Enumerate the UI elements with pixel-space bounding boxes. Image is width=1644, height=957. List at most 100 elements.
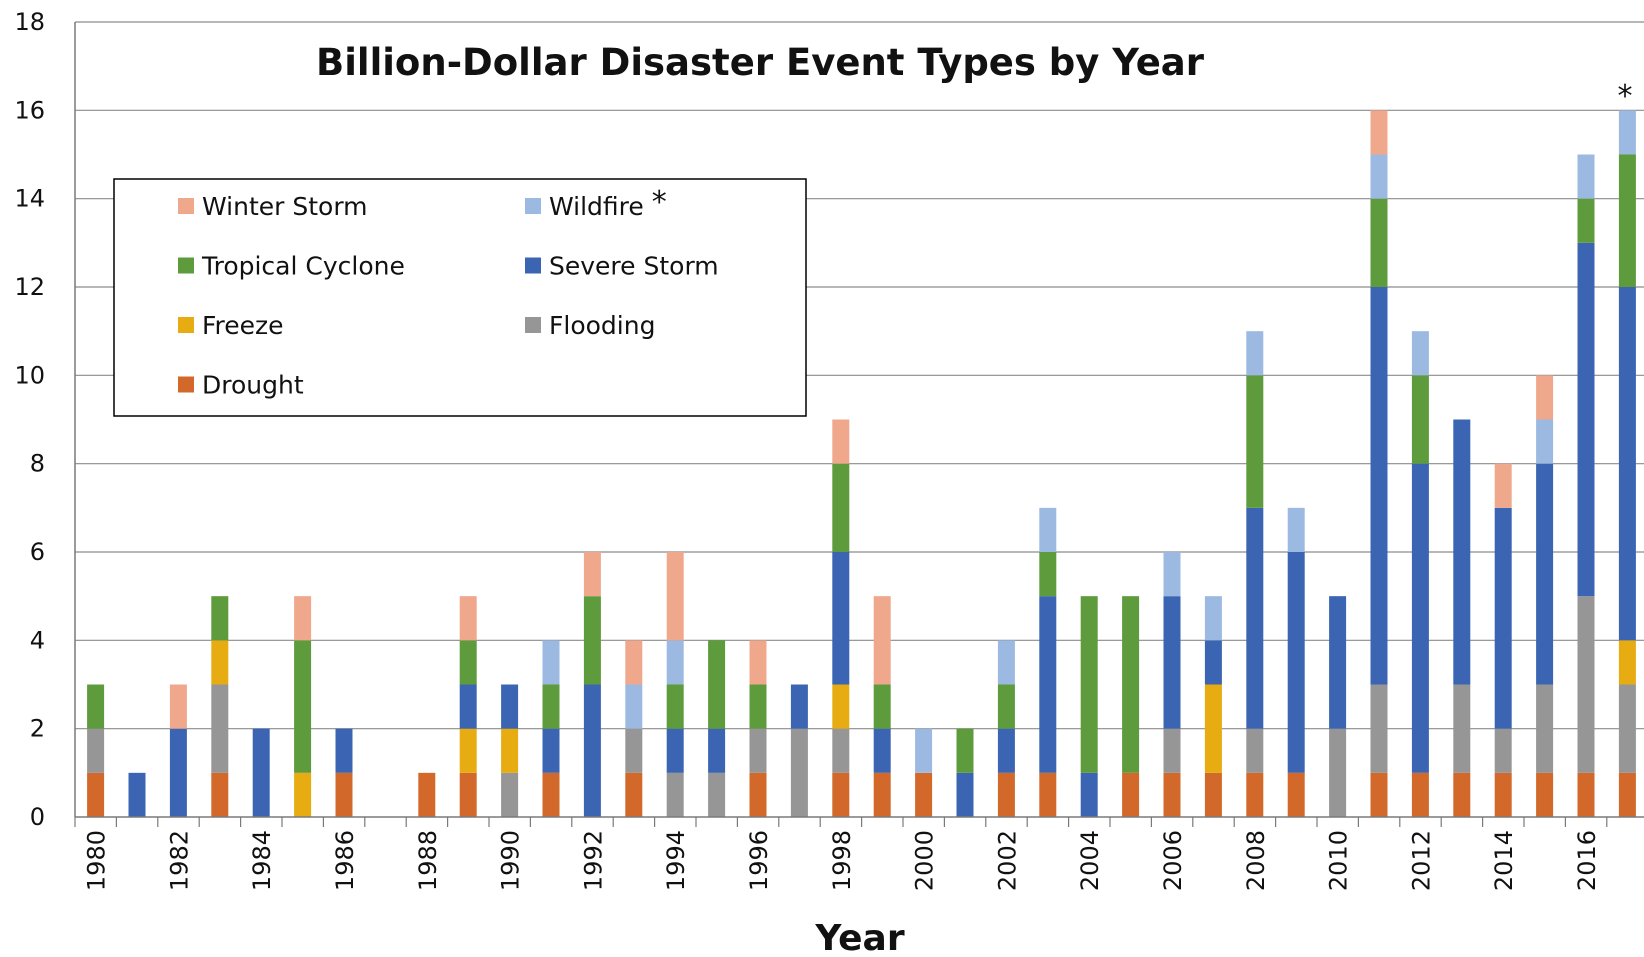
bar-segment-flooding-2011 (1370, 684, 1388, 773)
x-tick-label: 1990 (497, 830, 525, 891)
y-tick-label: 14 (14, 185, 45, 213)
x-tick-label: 1988 (414, 830, 442, 891)
y-tick-label: 0 (30, 803, 45, 831)
bar-segment-severe-storm-1981 (128, 772, 146, 817)
bar-segment-tropical-cyclone-2016 (1577, 198, 1595, 243)
bar-segment-wildfire-2003 (1039, 507, 1057, 552)
bar-segment-tropical-cyclone-2017 (1618, 154, 1636, 287)
bar-segment-severe-storm-1999 (873, 728, 891, 773)
bar-segment-severe-storm-2011 (1370, 287, 1388, 685)
bar-segment-flooding-1994 (666, 772, 684, 817)
bar-segment-freeze-1985 (294, 772, 312, 817)
bar-segment-tropical-cyclone-2001 (956, 728, 974, 773)
bar-segment-drought-2017 (1618, 772, 1636, 817)
chart-title: Billion-Dollar Disaster Event Types by Y… (316, 41, 1205, 84)
bar-segment-flooding-2013 (1453, 684, 1471, 773)
legend-label: Drought (202, 371, 304, 400)
bar-segment-wildfire-2002 (997, 640, 1015, 685)
bar-segment-severe-storm-2014 (1494, 507, 1512, 729)
bar-segment-wildfire-2011 (1370, 154, 1388, 199)
y-tick-label: 4 (30, 626, 45, 654)
bar-segment-winter-storm-1985 (294, 596, 312, 641)
bar-segment-tropical-cyclone-2011 (1370, 198, 1388, 287)
legend-label: Wildfire (549, 192, 644, 221)
x-tick-label: 1996 (745, 830, 773, 891)
bar-segment-flooding-2017 (1618, 684, 1636, 773)
y-tick-label: 6 (30, 538, 45, 566)
bar-segment-wildfire-1994 (666, 640, 684, 685)
bar-segment-severe-storm-2009 (1287, 552, 1305, 773)
bar-segment-wildfire-2007 (1204, 596, 1222, 641)
legend-label: Freeze (202, 311, 284, 340)
bar-segment-drought-1989 (459, 772, 477, 817)
bar-segment-flooding-2015 (1536, 684, 1554, 773)
bar-segment-flooding-1993 (625, 728, 643, 773)
bar-segment-severe-storm-1998 (832, 552, 850, 685)
bar-segment-drought-2015 (1536, 772, 1554, 817)
bar-segment-drought-2009 (1287, 772, 1305, 817)
bar-segment-severe-storm-2012 (1411, 463, 1429, 773)
bar-segment-flooding-1995 (708, 772, 726, 817)
bar-segment-severe-storm-2015 (1536, 463, 1554, 685)
bar-segment-tropical-cyclone-2004 (1080, 596, 1098, 773)
bar-segment-severe-storm-1990 (501, 684, 519, 729)
bar-segment-freeze-1983 (211, 640, 229, 685)
x-tick-label: 2006 (1159, 830, 1187, 891)
x-tick-label: 2016 (1573, 830, 1601, 891)
bar-segment-tropical-cyclone-1994 (666, 684, 684, 729)
bar-segment-winter-storm-2011 (1370, 110, 1388, 155)
bar-segment-severe-storm-1989 (459, 684, 477, 729)
bar-segment-severe-storm-2004 (1080, 772, 1098, 817)
y-tick-label: 18 (14, 8, 45, 36)
y-tick-label: 12 (14, 273, 45, 301)
bar-segment-winter-storm-1994 (666, 552, 684, 641)
bar-segment-tropical-cyclone-2005 (1122, 596, 1140, 773)
bar-segment-severe-storm-2008 (1246, 507, 1264, 729)
bar-segment-flooding-1998 (832, 728, 850, 773)
bar-segment-tropical-cyclone-1992 (583, 596, 601, 685)
bar-segment-severe-storm-1994 (666, 728, 684, 773)
bar-segment-tropical-cyclone-1980 (87, 684, 105, 729)
bar-segment-drought-2000 (915, 772, 933, 817)
y-tick-label: 2 (30, 715, 45, 743)
bar-segment-flooding-1990 (501, 772, 519, 817)
bar-segment-tropical-cyclone-1985 (294, 640, 312, 773)
bar-segment-tropical-cyclone-1998 (832, 463, 850, 552)
bar-segment-flooding-1996 (749, 728, 767, 773)
bar-segment-drought-2006 (1163, 772, 1181, 817)
latest-year-asterisk: * (1618, 79, 1633, 114)
bar-segment-severe-storm-2001 (956, 772, 974, 817)
bar-segment-winter-storm-2015 (1536, 375, 1554, 420)
x-axis-title: Year (814, 918, 904, 957)
bar-segment-winter-storm-1992 (583, 552, 601, 597)
x-tick-label: 2010 (1325, 830, 1353, 891)
bar-segment-tropical-cyclone-2002 (997, 684, 1015, 729)
x-tick-label: 1984 (248, 830, 276, 891)
bar-segment-wildfire-2017 (1618, 110, 1636, 155)
bar-segment-flooding-1980 (87, 728, 105, 773)
bar-segment-flooding-1997 (790, 728, 808, 817)
y-tick-label: 10 (14, 361, 45, 389)
bar-segment-severe-storm-2016 (1577, 242, 1595, 597)
x-tick-label: 1980 (83, 830, 111, 891)
bar-segment-severe-storm-2010 (1329, 596, 1347, 729)
bar-segment-wildfire-2015 (1536, 419, 1554, 464)
bar-segment-winter-storm-1999 (873, 596, 891, 685)
bar-segment-drought-1999 (873, 772, 891, 817)
bar-segment-flooding-2016 (1577, 596, 1595, 773)
bar-segment-severe-storm-1997 (790, 684, 808, 729)
bar-segment-wildfire-2008 (1246, 331, 1264, 376)
axes (74, 22, 1644, 827)
bar-segment-drought-1983 (211, 772, 229, 817)
bar-segment-freeze-1998 (832, 684, 850, 729)
y-tick-label: 16 (14, 96, 45, 124)
bar-segment-tropical-cyclone-2003 (1039, 552, 1057, 597)
bar-segment-severe-storm-1995 (708, 728, 726, 773)
bar-segment-flooding-2008 (1246, 728, 1264, 773)
bar-segment-wildfire-2012 (1411, 331, 1429, 376)
bar-segment-freeze-1990 (501, 728, 519, 773)
bar-segment-drought-2013 (1453, 772, 1471, 817)
y-tick-labels: 0 2 4 6 8 10 12 14 16 18 (14, 8, 45, 831)
legend: Winter Storm Wildfire * Tropical Cyclone Sev… (113, 178, 807, 417)
